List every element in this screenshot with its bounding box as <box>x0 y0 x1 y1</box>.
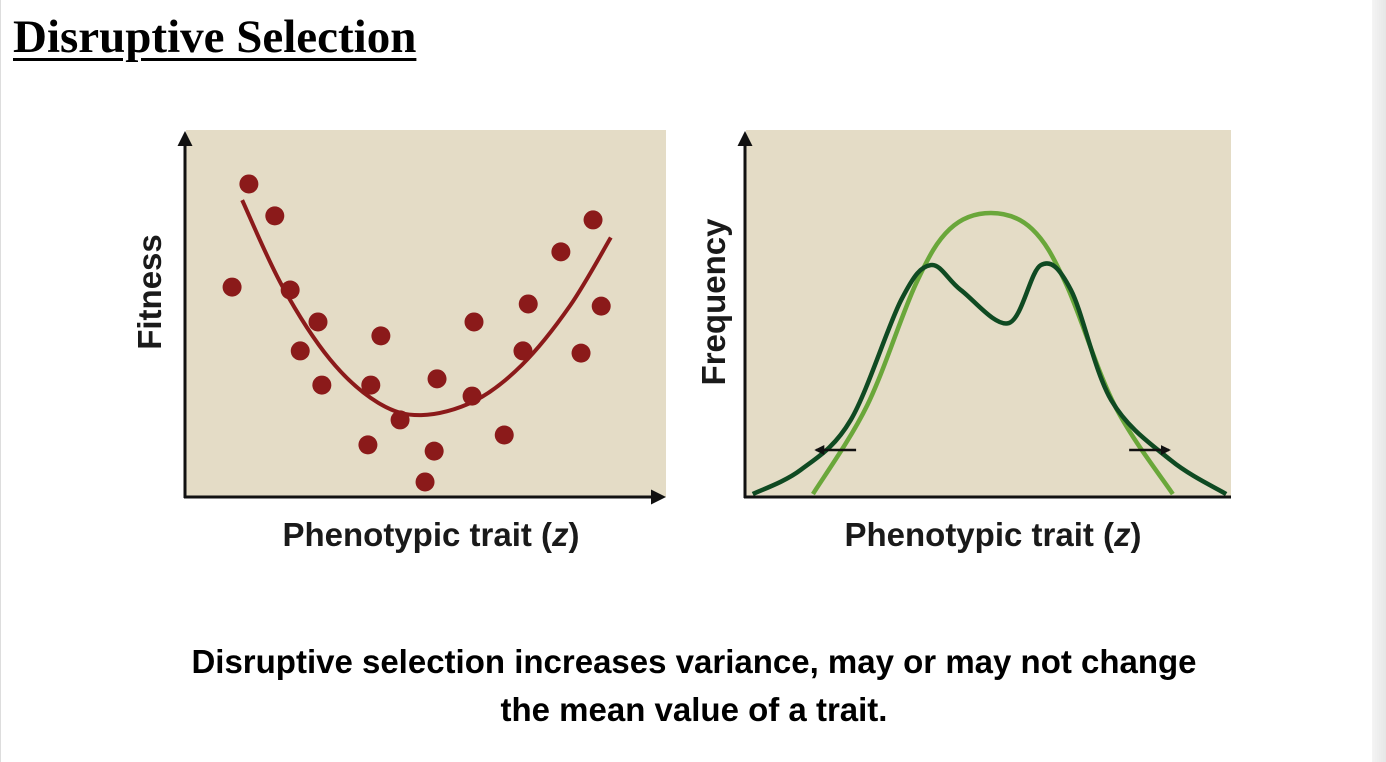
frequency-distribution-chart: Frequency Phenotypic trait (z) <box>695 130 1231 553</box>
data-point <box>222 277 242 297</box>
y-axis-label: Fitness <box>131 234 168 350</box>
data-point <box>239 174 259 194</box>
data-point <box>591 296 611 316</box>
data-point <box>415 472 435 492</box>
data-point <box>518 294 538 314</box>
data-point <box>361 375 381 395</box>
data-point <box>280 280 300 300</box>
data-point <box>424 441 444 461</box>
data-point <box>371 326 391 346</box>
data-point <box>513 341 533 361</box>
data-point <box>462 386 482 406</box>
plot-background <box>186 130 666 497</box>
data-point <box>390 410 410 430</box>
fitness-scatter-chart: Fitness Phenotypic trait (z) <box>131 130 666 553</box>
slide-edge <box>1372 0 1386 762</box>
data-point <box>290 341 310 361</box>
caption-line-1: Disruptive selection increases variance,… <box>191 643 1197 680</box>
data-point <box>551 242 571 262</box>
after-selection-curve <box>751 261 1228 497</box>
caption-line-2: the mean value of a trait. <box>500 691 888 728</box>
x-axis-label: Phenotypic trait (z) <box>844 516 1141 553</box>
slide-title: Disruptive Selection <box>13 11 417 63</box>
x-axis-label: Phenotypic trait (z) <box>282 516 579 553</box>
data-point <box>571 343 591 363</box>
data-point <box>427 369 447 389</box>
data-point <box>358 435 378 455</box>
data-point <box>583 210 603 230</box>
data-point <box>265 206 285 226</box>
data-point <box>464 312 484 332</box>
y-axis-label: Frequency <box>695 218 732 386</box>
caption: Disruptive selection increases variance,… <box>1 638 1386 734</box>
data-point <box>494 425 514 445</box>
data-point <box>312 375 332 395</box>
data-point <box>308 312 328 332</box>
